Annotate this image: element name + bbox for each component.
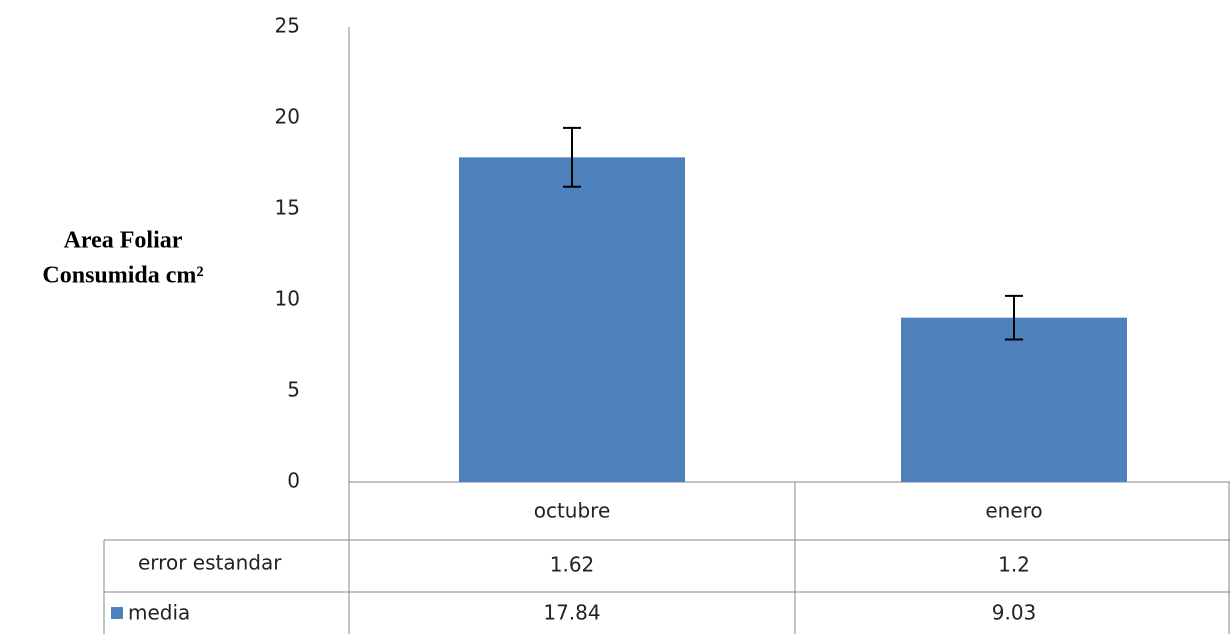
table-cell: 9.03 (992, 601, 1037, 625)
table-cell: 17.84 (543, 601, 600, 625)
error-bar (1005, 294, 1023, 341)
legend-key (111, 607, 123, 619)
x-tick-label: enero (985, 499, 1042, 523)
table-cell: 1.62 (550, 553, 595, 577)
table-row-label: error estandar (138, 551, 282, 575)
y-axis-label: Consumida cm² (42, 263, 203, 289)
y-tick-label: 10 (275, 287, 300, 311)
y-tick-label: 5 (287, 378, 300, 402)
bar (459, 157, 685, 482)
y-axis-label: Area Foliar (64, 228, 183, 254)
table-cell: 1.2 (998, 553, 1030, 577)
bar (901, 317, 1127, 482)
y-tick-label: 20 (275, 105, 300, 129)
table-row-label: media (128, 601, 190, 625)
x-tick-label: octubre (534, 499, 611, 523)
y-tick-label: 15 (275, 196, 300, 220)
error-bar (563, 126, 581, 188)
y-tick-label: 0 (287, 469, 300, 493)
y-tick-label: 25 (275, 14, 300, 38)
